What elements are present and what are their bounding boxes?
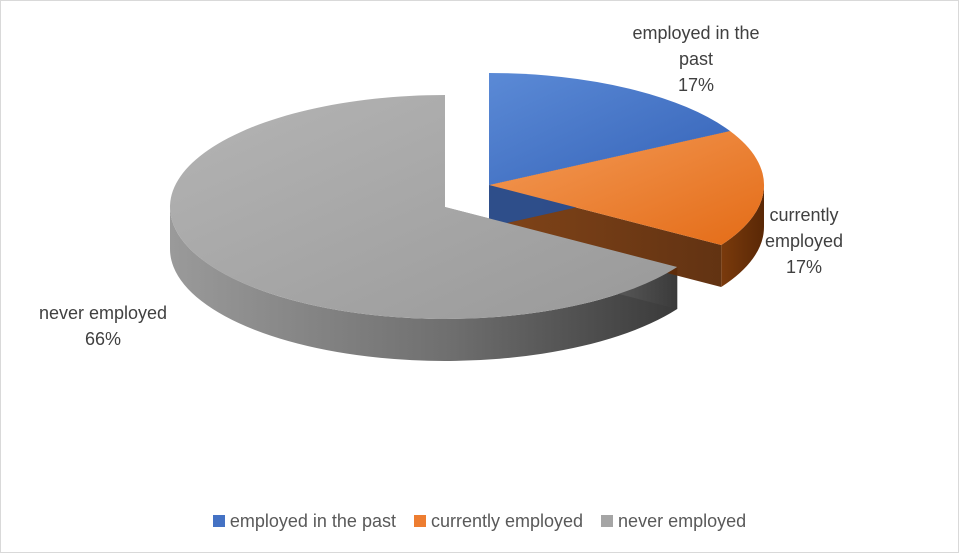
data-label-currently-employed: currently employed 17% bbox=[765, 205, 843, 277]
legend-item-currently-employed[interactable]: currently employed bbox=[413, 510, 584, 532]
pie-slice-side-never-employed bbox=[170, 207, 678, 361]
data-label-line: 66% bbox=[85, 329, 121, 349]
data-label-line: employed bbox=[765, 231, 843, 251]
data-label-employed-in-the-past: employed in the past 17% bbox=[632, 23, 759, 95]
legend-swatch bbox=[413, 515, 426, 527]
pie-slice-employed-in-the-past[interactable] bbox=[489, 73, 730, 185]
data-label-line: never employed bbox=[39, 303, 167, 323]
legend-swatch bbox=[212, 515, 225, 527]
legend-swatch bbox=[601, 515, 614, 527]
data-label-line: past bbox=[679, 49, 713, 69]
pie-slice-side-currently-employed bbox=[721, 185, 764, 287]
legend-label: currently employed bbox=[430, 510, 584, 531]
data-label-never-employed: never employed 66% bbox=[39, 303, 167, 349]
legend: employed in the past currently employed ne… bbox=[1, 508, 958, 534]
data-label-line: employed in the bbox=[632, 23, 759, 43]
data-label-line: currently bbox=[769, 205, 838, 225]
pie-slice-currently-employed[interactable] bbox=[489, 131, 765, 245]
legend-item-never-employed[interactable]: never employed bbox=[601, 511, 746, 532]
data-label-line: 17% bbox=[678, 75, 714, 95]
pie-slice-never-employed[interactable] bbox=[169, 95, 678, 319]
legend-label: never employed bbox=[618, 510, 747, 531]
legend-item-employed-in-the-past[interactable]: employed in the past bbox=[212, 510, 396, 532]
data-label-line: 17% bbox=[786, 257, 822, 277]
legend-label: employed in the past bbox=[229, 510, 396, 531]
